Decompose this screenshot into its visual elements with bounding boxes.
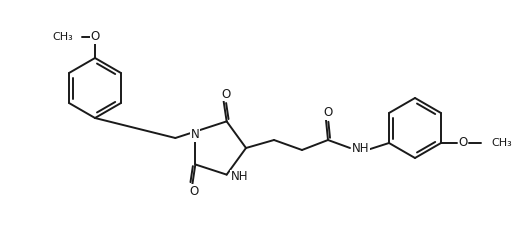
Text: CH₃: CH₃ (491, 138, 512, 148)
Text: O: O (323, 107, 332, 120)
Text: CH₃: CH₃ (52, 32, 73, 42)
Text: NH: NH (231, 170, 248, 183)
Text: O: O (90, 30, 99, 43)
Text: O: O (221, 88, 230, 101)
Text: O: O (190, 185, 199, 198)
Text: NH: NH (352, 143, 369, 156)
Text: N: N (191, 128, 200, 141)
Text: O: O (458, 137, 468, 150)
